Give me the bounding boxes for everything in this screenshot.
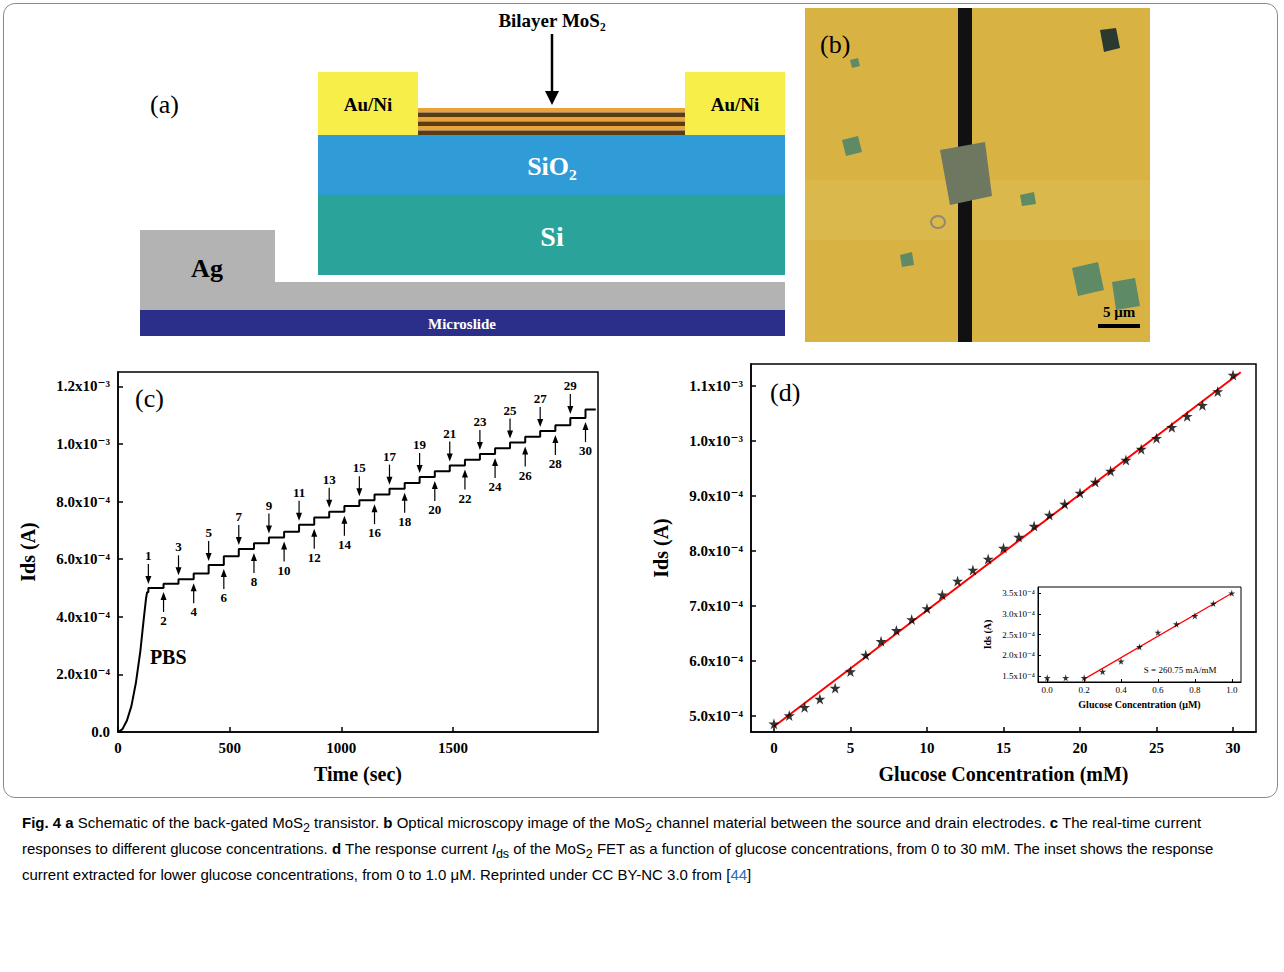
- svg-text:7: 7: [236, 509, 243, 524]
- svg-text:27: 27: [534, 391, 548, 406]
- svg-text:1: 1: [145, 548, 152, 563]
- svg-text:SiO₂: SiO₂: [527, 152, 577, 181]
- svg-text:30: 30: [1226, 740, 1241, 756]
- svg-text:500: 500: [218, 740, 241, 756]
- svg-text:Au/Ni: Au/Ni: [344, 94, 393, 115]
- svg-text:0.8: 0.8: [1189, 685, 1201, 695]
- svg-text:5: 5: [847, 740, 855, 756]
- svg-text:8: 8: [251, 574, 258, 589]
- svg-text:8.0x10⁻⁴: 8.0x10⁻⁴: [689, 543, 743, 559]
- svg-text:17: 17: [383, 449, 397, 464]
- svg-text:(d): (d): [770, 378, 800, 407]
- svg-text:16: 16: [368, 525, 382, 540]
- svg-text:0.0: 0.0: [91, 724, 110, 740]
- svg-text:9.0x10⁻⁴: 9.0x10⁻⁴: [689, 488, 743, 504]
- svg-text:2.5x10⁻⁴: 2.5x10⁻⁴: [1002, 630, 1035, 640]
- svg-text:3.5x10⁻⁴: 3.5x10⁻⁴: [1002, 588, 1035, 598]
- svg-text:25: 25: [504, 403, 518, 418]
- svg-text:9: 9: [266, 498, 273, 513]
- svg-text:18: 18: [398, 514, 412, 529]
- svg-text:0.0: 0.0: [1042, 685, 1054, 695]
- svg-text:4: 4: [190, 604, 197, 619]
- svg-text:0.4: 0.4: [1115, 685, 1127, 695]
- svg-text:29: 29: [564, 378, 578, 393]
- svg-text:0.2: 0.2: [1079, 685, 1090, 695]
- svg-text:1500: 1500: [438, 740, 468, 756]
- svg-text:30: 30: [579, 443, 592, 458]
- svg-text:5 μm: 5 μm: [1103, 304, 1136, 320]
- svg-text:Ids (A): Ids (A): [650, 518, 673, 577]
- svg-text:1000: 1000: [326, 740, 356, 756]
- svg-text:0: 0: [770, 740, 778, 756]
- svg-text:(b): (b): [820, 30, 850, 59]
- svg-text:1.1x10⁻³: 1.1x10⁻³: [689, 378, 743, 394]
- svg-text:0: 0: [114, 740, 122, 756]
- svg-text:5: 5: [205, 525, 212, 540]
- svg-text:2.0x10⁻⁴: 2.0x10⁻⁴: [1002, 650, 1035, 660]
- svg-text:3: 3: [175, 539, 182, 554]
- svg-text:1.5x10⁻⁴: 1.5x10⁻⁴: [1002, 671, 1035, 681]
- svg-text:24: 24: [489, 479, 503, 494]
- svg-text:Microslide: Microslide: [428, 316, 496, 332]
- svg-text:1.0: 1.0: [1226, 685, 1238, 695]
- svg-text:12: 12: [308, 550, 321, 565]
- svg-text:13: 13: [323, 472, 337, 487]
- svg-text:6.0x10⁻⁴: 6.0x10⁻⁴: [689, 653, 743, 669]
- html-text:Fig. 4 a Schematic of the back: Fig. 4 a Schematic of the back-gated MoS…: [22, 814, 1214, 883]
- svg-text:6: 6: [221, 590, 228, 605]
- svg-text:0.6: 0.6: [1152, 685, 1164, 695]
- svg-text:5.0x10⁻⁴: 5.0x10⁻⁴: [689, 708, 743, 724]
- svg-text:25: 25: [1149, 740, 1164, 756]
- svg-text:19: 19: [413, 437, 427, 452]
- svg-text:10: 10: [278, 563, 291, 578]
- svg-text:15: 15: [996, 740, 1011, 756]
- svg-text:4.0x10⁻⁴: 4.0x10⁻⁴: [56, 609, 110, 625]
- svg-text:8.0x10⁻⁴: 8.0x10⁻⁴: [56, 494, 110, 510]
- svg-text:Si: Si: [540, 221, 564, 252]
- svg-text:20: 20: [1073, 740, 1088, 756]
- svg-text:21: 21: [443, 426, 456, 441]
- svg-text:1.2x10⁻³: 1.2x10⁻³: [56, 378, 110, 394]
- svg-text:Ids (A): Ids (A): [17, 522, 40, 581]
- svg-text:(a): (a): [150, 90, 179, 119]
- svg-text:2.0x10⁻⁴: 2.0x10⁻⁴: [56, 666, 110, 682]
- svg-text:15: 15: [353, 460, 367, 475]
- svg-text:10: 10: [919, 740, 934, 756]
- svg-text:Bilayer MoS₂: Bilayer MoS₂: [498, 10, 606, 31]
- svg-text:6.0x10⁻⁴: 6.0x10⁻⁴: [56, 551, 110, 567]
- svg-text:Glucose Concentration (mM): Glucose Concentration (mM): [879, 763, 1129, 786]
- svg-text:3.0x10⁻⁴: 3.0x10⁻⁴: [1002, 609, 1035, 619]
- svg-text:Time (sec): Time (sec): [314, 763, 402, 786]
- svg-text:1.0x10⁻³: 1.0x10⁻³: [689, 433, 743, 449]
- svg-text:(c): (c): [135, 384, 164, 413]
- svg-text:Au/Ni: Au/Ni: [711, 94, 760, 115]
- svg-text:2: 2: [160, 613, 167, 628]
- svg-text:26: 26: [519, 468, 533, 483]
- svg-text:1.0x10⁻³: 1.0x10⁻³: [56, 436, 110, 452]
- svg-text:28: 28: [549, 456, 563, 471]
- svg-text:20: 20: [428, 502, 441, 517]
- svg-text:7.0x10⁻⁴: 7.0x10⁻⁴: [689, 598, 743, 614]
- svg-text:14: 14: [338, 537, 352, 552]
- svg-text:23: 23: [473, 414, 487, 429]
- svg-text:Ids (A): Ids (A): [982, 620, 994, 650]
- svg-text:11: 11: [293, 485, 305, 500]
- svg-text:S = 260.75 mA/mM: S = 260.75 mA/mM: [1144, 665, 1217, 675]
- svg-text:22: 22: [458, 491, 471, 506]
- svg-text:Glucose Concentration (μM): Glucose Concentration (μM): [1078, 699, 1200, 711]
- svg-text:PBS: PBS: [150, 646, 187, 668]
- svg-text:Ag: Ag: [191, 254, 223, 283]
